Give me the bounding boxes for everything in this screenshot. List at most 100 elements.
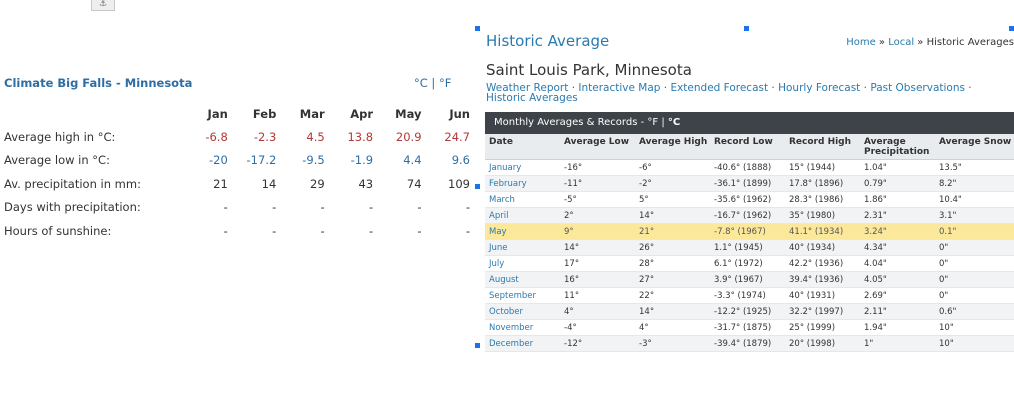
climate-cell: - — [417, 200, 422, 215]
table-row: August 16° 27° 3.9° (1967) 39.4° (1936) 4.05"… — [485, 271, 1014, 288]
row-label: Average high in °C: — [4, 129, 116, 144]
nav-sep: · — [660, 82, 671, 94]
table-cell: 14° — [635, 303, 710, 320]
month-header: Feb — [252, 107, 277, 121]
climate-cell: 43 — [358, 176, 374, 191]
table-cell: -7.8° (1967) — [710, 223, 785, 240]
row-label: Hours of sunshine: — [4, 223, 112, 238]
climate-cell: -9.5 — [302, 153, 325, 168]
row-label: Average low in °C: — [4, 153, 110, 168]
table-cell: 40° (1934) — [785, 239, 860, 256]
table-cell: 35° (1980) — [785, 207, 860, 224]
table-cell: 14° — [560, 239, 635, 256]
resize-handle-sw[interactable] — [475, 343, 480, 348]
month-link[interactable]: December — [485, 335, 560, 352]
nav-past-observations[interactable]: Past Observations — [870, 82, 965, 94]
unit-separator: | — [427, 76, 439, 90]
nav-hourly-forecast[interactable]: Hourly Forecast — [778, 82, 861, 94]
records-header-row: Date Average Low Average High Record Low… — [485, 134, 1014, 160]
month-link[interactable]: May — [485, 223, 560, 240]
climate-row-sunshine: Hours of sunshine: - - - - - - — [0, 219, 470, 243]
unit-fahrenheit-link[interactable]: °F — [647, 117, 659, 128]
unit-fahrenheit-link[interactable]: °F — [438, 76, 452, 90]
table-cell: 1.04" — [860, 159, 935, 176]
climate-cell: 4.4 — [403, 153, 422, 168]
nav-historic-averages[interactable]: Historic Averages — [486, 92, 578, 104]
table-cell: -3.3° (1974) — [710, 287, 785, 304]
climate-cell: 109 — [448, 176, 470, 191]
table-cell: -16° — [560, 159, 635, 176]
breadcrumb-sep: » — [875, 37, 889, 48]
table-cell: 0" — [935, 271, 1014, 288]
unit-celsius-link[interactable]: °C — [667, 117, 681, 128]
table-cell: 17° — [560, 255, 635, 272]
breadcrumb-home[interactable]: Home — [846, 37, 876, 48]
climate-cell: 9.6 — [451, 153, 470, 168]
sub-navigation: Weather Report · Interactive Map · Exten… — [486, 82, 1011, 104]
resize-handle-w[interactable] — [475, 184, 480, 189]
table-row: July 17° 28° 6.1° (1972) 42.2° (1936) 4.04" 0" — [485, 255, 1014, 272]
table-cell: -31.7° (1875) — [710, 319, 785, 336]
table-cell: -36.1° (1899) — [710, 175, 785, 192]
climate-row-high: Average high in °C: -6.8 -2.3 4.5 13.8 2… — [0, 125, 470, 149]
table-cell: 22° — [635, 287, 710, 304]
month-link[interactable]: June — [485, 239, 560, 256]
table-cell: 40° (1931) — [785, 287, 860, 304]
table-cell: 2.11" — [860, 303, 935, 320]
month-link[interactable]: March — [485, 191, 560, 208]
table-cell: 4.05" — [860, 271, 935, 288]
column-header: Average High — [635, 134, 710, 160]
resize-handle-nw[interactable] — [475, 26, 480, 31]
column-header: Record High — [785, 134, 860, 160]
table-cell: 0.79" — [860, 175, 935, 192]
table-cell: 32.2° (1997) — [785, 303, 860, 320]
climate-cell: - — [272, 223, 277, 238]
month-link[interactable]: January — [485, 159, 560, 176]
climate-cell: - — [320, 223, 325, 238]
table-cell: 9° — [560, 223, 635, 240]
column-header: Average Low — [560, 134, 635, 160]
table-cell: 0" — [935, 255, 1014, 272]
table-cell: -40.6° (1888) — [710, 159, 785, 176]
row-label: Days with precipitation: — [4, 200, 141, 215]
table-cell: 3.24" — [860, 223, 935, 240]
table-cell: 39.4° (1936) — [785, 271, 860, 288]
month-link[interactable]: November — [485, 319, 560, 336]
month-link[interactable]: February — [485, 175, 560, 192]
unit-celsius-link[interactable]: °C — [414, 76, 428, 90]
climate-cell: -17.2 — [246, 153, 277, 168]
climate-cell: - — [368, 223, 374, 238]
column-header: Average Snow — [935, 134, 1014, 160]
month-link[interactable]: October — [485, 303, 560, 320]
month-link[interactable]: September — [485, 287, 560, 304]
climate-cell: - — [223, 200, 228, 215]
breadcrumb-current: Historic Averages — [926, 37, 1014, 48]
table-cell: -12.2° (1925) — [710, 303, 785, 320]
table-cell: -11° — [560, 175, 635, 192]
month-link[interactable]: July — [485, 255, 560, 272]
climate-header-row: Jan Feb Mar Apr May Jun — [0, 103, 470, 125]
table-cell: 0.1" — [935, 223, 1014, 240]
breadcrumb-sep: » — [914, 37, 927, 48]
table-row: June 14° 26° 1.1° (1945) 40° (1934) 4.34" 0" — [485, 239, 1014, 256]
nav-extended-forecast[interactable]: Extended Forecast — [670, 82, 769, 94]
resize-handle-n[interactable] — [744, 26, 749, 31]
table-cell: 17.8° (1896) — [785, 175, 860, 192]
table-cell: 0.6" — [935, 303, 1014, 320]
nav-weather-report[interactable]: Weather Report — [486, 82, 569, 94]
climate-title: Climate Big Falls - Minnesota — [4, 76, 193, 90]
table-cell: -12° — [560, 335, 635, 352]
month-link[interactable]: April — [485, 207, 560, 224]
anchor-icon[interactable]: ⚓ — [91, 0, 115, 11]
monthly-table-header: Monthly Averages & Records - °F | °C — [485, 112, 1014, 134]
breadcrumb-local[interactable]: Local — [888, 37, 915, 48]
table-cell: -4° — [560, 319, 635, 336]
table-row: November -4° 4° -31.7° (1875) 25° (1999) 1.94… — [485, 319, 1014, 336]
nav-interactive-map[interactable]: Interactive Map — [578, 82, 661, 94]
climate-cell: - — [465, 200, 470, 215]
city-title: Saint Louis Park, Minnesota — [486, 61, 692, 79]
resize-handle-ne[interactable] — [1009, 26, 1014, 31]
table-cell: 2.31" — [860, 207, 935, 224]
month-link[interactable]: August — [485, 271, 560, 288]
table-cell: 1" — [860, 335, 935, 352]
